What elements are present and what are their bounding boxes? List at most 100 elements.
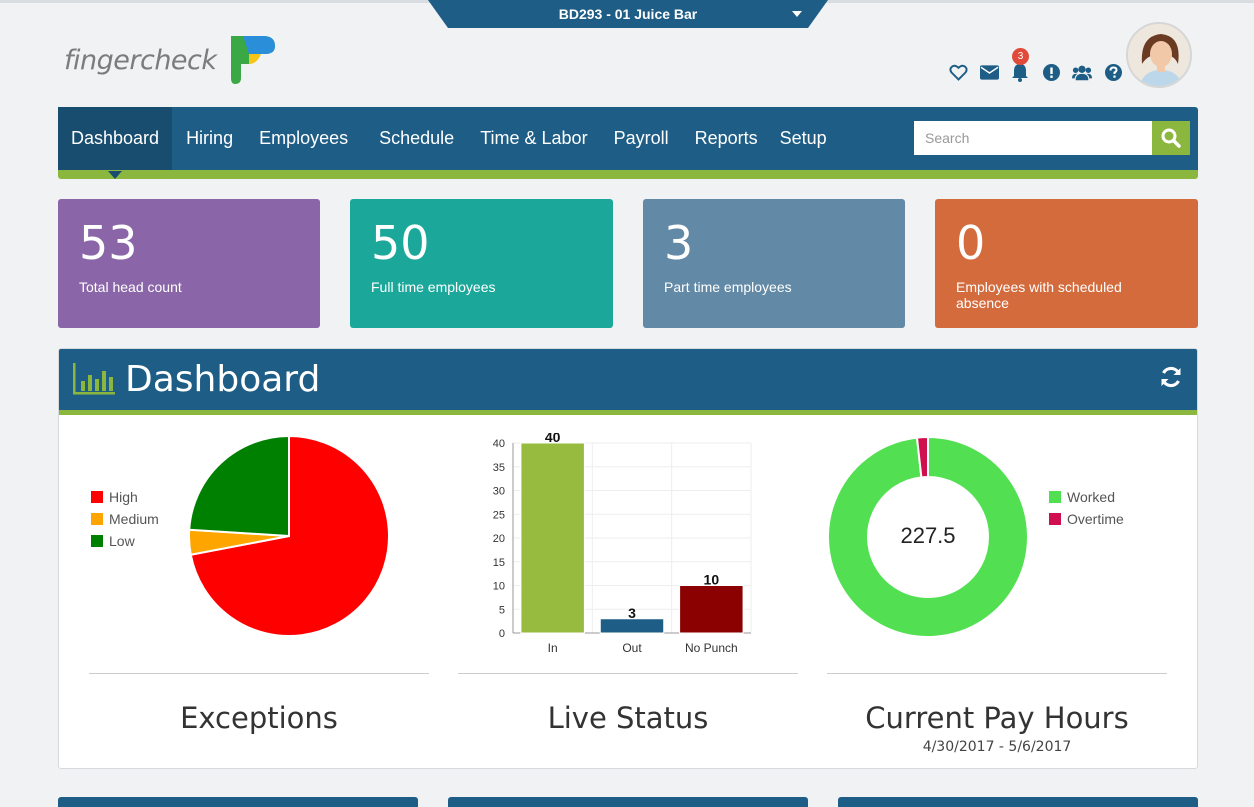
stat-value: 53 bbox=[79, 216, 138, 270]
brand-name: fingercheck bbox=[64, 44, 217, 76]
legend-item-overtime[interactable]: Overtime bbox=[1049, 508, 1124, 530]
bottom-card bbox=[838, 797, 1198, 807]
legend-label: Worked bbox=[1067, 489, 1115, 505]
nav-item-label: Hiring bbox=[186, 128, 234, 148]
y-tick-label: 0 bbox=[499, 628, 505, 640]
utility-icons: 3 bbox=[948, 48, 1123, 82]
stat-card-scheduled-absence[interactable]: 0 Employees with scheduled absence bbox=[935, 199, 1198, 328]
search-input[interactable] bbox=[914, 121, 1152, 155]
legend-swatch bbox=[91, 491, 103, 503]
nav-item-employees[interactable]: Employees bbox=[246, 107, 361, 170]
user-avatar[interactable] bbox=[1126, 22, 1192, 88]
stat-label: Total head count bbox=[79, 279, 182, 295]
main-nav: Dashboard Hiring Employees Schedule Time… bbox=[58, 107, 1198, 179]
pie-slice-low[interactable] bbox=[188, 435, 290, 538]
nav-item-schedule[interactable]: Schedule bbox=[361, 107, 467, 170]
stat-label: Employees with scheduled absence bbox=[956, 279, 1122, 311]
dashboard-panel: Dashboard High Medium Low Exceptions 0 5 1… bbox=[58, 348, 1198, 769]
exceptions-legend: High Medium Low bbox=[91, 486, 159, 552]
mail-icon[interactable] bbox=[979, 62, 999, 82]
nav-item-time-labor[interactable]: Time & Labor bbox=[467, 107, 600, 170]
bar-data-label: 40 bbox=[545, 433, 561, 445]
legend-swatch bbox=[91, 535, 103, 547]
y-tick-label: 5 bbox=[499, 604, 505, 616]
legend-label: Overtime bbox=[1067, 511, 1124, 527]
donut-slice-worked[interactable] bbox=[827, 436, 1029, 638]
nav-item-label: Dashboard bbox=[71, 128, 160, 148]
bar-no-punch[interactable] bbox=[679, 585, 744, 634]
divider bbox=[458, 673, 798, 674]
bar-out[interactable] bbox=[599, 618, 665, 634]
stat-card-total-head-count[interactable]: 53 Total head count bbox=[58, 199, 320, 328]
nav-item-hiring[interactable]: Hiring bbox=[172, 107, 246, 170]
chevron-down-icon bbox=[792, 11, 802, 17]
live-status-title: Live Status bbox=[547, 701, 709, 735]
logo[interactable]: fingercheck bbox=[64, 34, 277, 86]
bar-in[interactable] bbox=[520, 442, 585, 634]
bar-data-label: 3 bbox=[628, 605, 636, 621]
stat-value: 50 bbox=[371, 216, 430, 270]
legend-item-worked[interactable]: Worked bbox=[1049, 486, 1124, 508]
legend-swatch bbox=[91, 513, 103, 525]
x-tick-label: In bbox=[548, 641, 558, 655]
bar-data-label: 10 bbox=[704, 572, 720, 588]
y-tick-label: 30 bbox=[493, 486, 505, 498]
nav-items: Dashboard Hiring Employees Schedule Time… bbox=[58, 107, 840, 179]
pay-period: 4/30/2017 - 5/6/2017 bbox=[922, 739, 1072, 755]
bar-chart-icon bbox=[73, 363, 115, 395]
divider bbox=[89, 673, 429, 674]
nav-item-label: Employees bbox=[259, 128, 349, 148]
donut-slice-overtime[interactable] bbox=[915, 436, 929, 479]
dashboard-title: Dashboard bbox=[125, 359, 321, 400]
favorites-icon[interactable] bbox=[948, 62, 968, 82]
stat-value: 0 bbox=[956, 216, 986, 270]
stat-value: 3 bbox=[664, 216, 694, 270]
legend-label: Low bbox=[109, 533, 135, 549]
live-status-bar-chart[interactable]: 0 5 10 15 20 25 30 35 40 40 In 3 Out 10 No Punch bbox=[479, 433, 769, 663]
notification-count-badge: 3 bbox=[1012, 48, 1029, 65]
nav-item-setup[interactable]: Setup bbox=[771, 107, 840, 170]
x-tick-label: Out bbox=[622, 641, 642, 655]
nav-item-label: Setup bbox=[779, 128, 827, 148]
stat-card-full-time[interactable]: 50 Full time employees bbox=[350, 199, 613, 328]
bottom-card bbox=[58, 797, 418, 807]
stat-label: Part time employees bbox=[664, 279, 792, 295]
nav-item-label: Reports bbox=[694, 128, 758, 148]
donut-center-value: 227.5 bbox=[900, 523, 956, 548]
team-icon[interactable] bbox=[1072, 62, 1092, 82]
legend-swatch bbox=[1049, 491, 1061, 503]
y-tick-label: 25 bbox=[493, 509, 505, 521]
search-button[interactable] bbox=[1152, 121, 1190, 155]
dashboard-panel-header: Dashboard bbox=[59, 349, 1197, 415]
exceptions-pie-chart[interactable] bbox=[188, 435, 390, 637]
pay-hours-title: Current Pay Hours bbox=[865, 701, 1129, 735]
legend-swatch bbox=[1049, 513, 1061, 525]
nav-item-label: Time & Labor bbox=[480, 128, 588, 148]
divider bbox=[827, 673, 1167, 674]
y-tick-label: 10 bbox=[493, 581, 505, 593]
legend-item-low[interactable]: Low bbox=[91, 530, 159, 552]
nav-item-reports[interactable]: Reports bbox=[682, 107, 771, 170]
nav-item-payroll[interactable]: Payroll bbox=[601, 107, 682, 170]
nav-item-dashboard[interactable]: Dashboard bbox=[58, 107, 173, 179]
help-icon[interactable] bbox=[1103, 62, 1123, 82]
legend-label: Medium bbox=[109, 511, 159, 527]
nav-item-label: Schedule bbox=[379, 128, 455, 148]
exceptions-title: Exceptions bbox=[180, 701, 338, 735]
legend-item-high[interactable]: High bbox=[91, 486, 159, 508]
company-selector[interactable]: BD293 - 01 Juice Bar bbox=[428, 0, 828, 28]
y-tick-label: 20 bbox=[493, 533, 505, 545]
alert-icon[interactable] bbox=[1041, 62, 1061, 82]
stat-label: Full time employees bbox=[371, 279, 496, 295]
bottom-card bbox=[448, 797, 808, 807]
y-tick-label: 35 bbox=[493, 462, 505, 474]
y-tick-label: 15 bbox=[493, 557, 505, 569]
fingercheck-logo-icon bbox=[230, 36, 275, 84]
y-tick-label: 40 bbox=[493, 438, 505, 450]
legend-item-medium[interactable]: Medium bbox=[91, 508, 159, 530]
notifications-bell-icon[interactable]: 3 bbox=[1010, 48, 1030, 82]
pay-hours-donut-chart[interactable] bbox=[827, 436, 1029, 638]
legend-label: High bbox=[109, 489, 138, 505]
refresh-icon[interactable] bbox=[1159, 365, 1183, 389]
stat-card-part-time[interactable]: 3 Part time employees bbox=[643, 199, 905, 328]
